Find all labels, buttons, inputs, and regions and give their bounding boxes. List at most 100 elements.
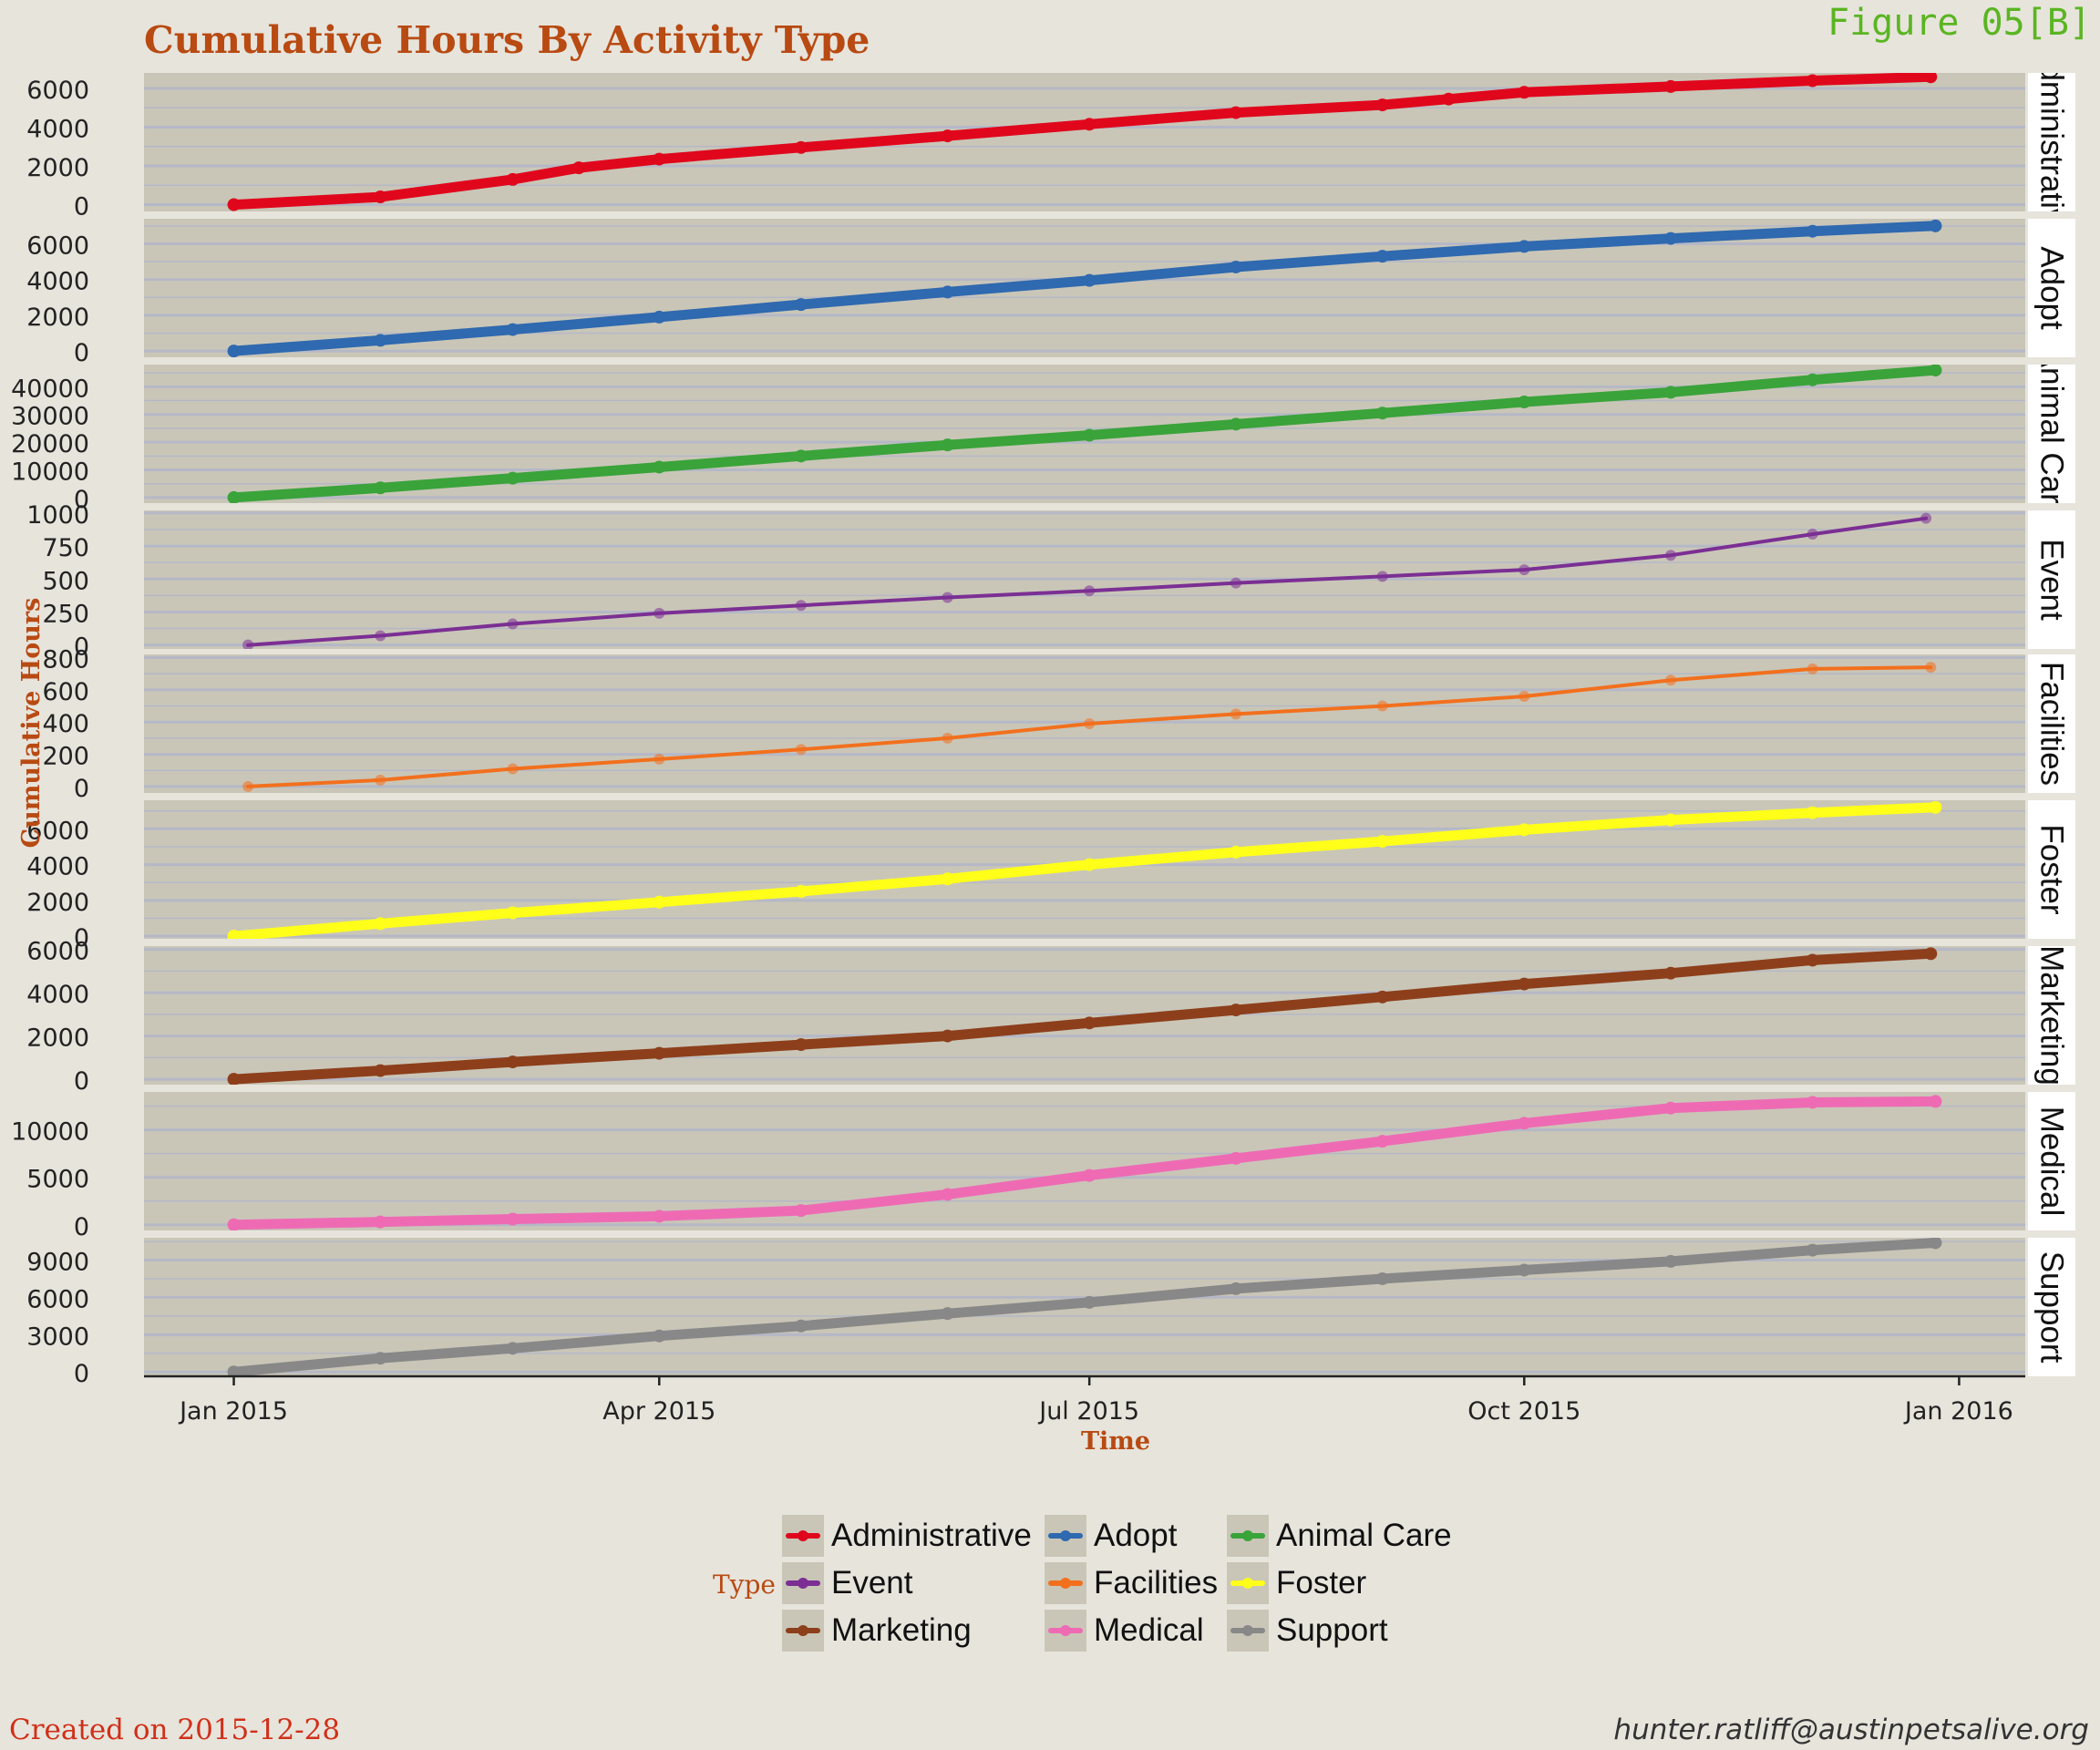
data-point-adopt: [1806, 224, 1819, 238]
panel-animal-care-ytick-label: 30000: [11, 403, 89, 431]
data-point-facilities: [654, 753, 665, 765]
legend-label: Support: [1276, 1612, 1388, 1648]
x-axis-title: Time: [1081, 1427, 1150, 1456]
data-point-facilities: [1084, 718, 1096, 729]
data-point-animal-care: [1375, 407, 1389, 420]
panel-facilities-strip: [2028, 654, 2075, 793]
data-point-facilities: [1376, 700, 1388, 712]
data-point-facilities: [942, 732, 953, 744]
legend-key-swatch: [782, 1515, 824, 1557]
data-point-medical: [794, 1204, 808, 1218]
x-tick-label: Oct 2015: [1467, 1397, 1580, 1426]
data-point-foster: [941, 872, 954, 886]
panel-marketing-ytick-label: 2000: [26, 1024, 89, 1053]
data-point-animal-care: [1083, 428, 1096, 442]
data-point-foster: [227, 930, 241, 939]
legend-key-swatch: [1227, 1562, 1269, 1604]
legend-label: Event: [831, 1565, 913, 1601]
data-point-event: [242, 639, 254, 649]
data-point-medical: [374, 1215, 387, 1229]
legend-label: Medical: [1094, 1612, 1204, 1648]
panel-administrative-ytick-label: 4000: [26, 116, 89, 144]
data-point-medical: [1083, 1168, 1096, 1182]
panel-support-strip: [2028, 1238, 2075, 1376]
legend-key-swatch: [1045, 1562, 1086, 1604]
panel-event-ytick-label: 250: [42, 600, 89, 628]
legend-label: Foster: [1276, 1565, 1367, 1601]
panel-animal-care-ytick-label: 40000: [11, 375, 89, 403]
data-point-adopt: [1083, 273, 1096, 287]
panel-adopt-ytick-label: 2000: [26, 304, 89, 332]
author-email: hunter.ratliff@austinpetsalive.org: [1613, 1714, 2089, 1746]
panel-facilities-ytick-label: 400: [42, 710, 89, 738]
panel-facilities-ytick-label: 800: [42, 646, 89, 674]
data-point-facilities: [1807, 663, 1818, 674]
data-point-foster: [794, 885, 808, 899]
panel-animal-care-data: [227, 365, 1942, 503]
panel-medical-background: [144, 1092, 2025, 1230]
data-point-adopt: [227, 345, 241, 357]
panel-administrative-ytick-label: 6000: [26, 77, 89, 105]
data-point-facilities: [507, 763, 519, 775]
panel-adopt-ytick-label: 0: [74, 339, 89, 367]
panel-facilities-ytick-label: 600: [42, 678, 89, 706]
data-point-animal-care: [1518, 396, 1531, 409]
legend-label: Adopt: [1094, 1518, 1178, 1553]
data-point-animal-care: [506, 471, 520, 485]
legend-item-event: Event: [782, 1561, 913, 1605]
x-tick-label: Jan 2016: [1903, 1397, 2013, 1426]
data-point-administrative: [1442, 92, 1456, 106]
legend-item-marketing: Marketing: [782, 1609, 972, 1652]
panel-marketing-ytick-label: 6000: [26, 938, 89, 966]
data-point-event: [654, 607, 665, 619]
data-point-marketing: [374, 1064, 387, 1077]
legend-key-swatch: [782, 1610, 824, 1652]
panel-animal-care-strip: [2028, 365, 2075, 503]
data-point-marketing: [506, 1055, 520, 1069]
legend-title: Type: [713, 1570, 776, 1600]
panel-event-ytick-label: 1000: [26, 501, 89, 530]
panel-support-ytick-label: 0: [74, 1360, 89, 1388]
panel-support-data: [227, 1238, 1942, 1376]
panel-facilities-strip-label: Facilities: [2034, 662, 2070, 786]
panel-support-ytick-label: 6000: [26, 1285, 89, 1313]
data-point-administrative: [227, 198, 241, 211]
chart-title: Cumulative Hours By Activity Type: [144, 18, 870, 62]
legend-label: Animal Care: [1276, 1518, 1452, 1553]
data-point-foster: [653, 895, 666, 909]
data-point-administrative: [1518, 86, 1531, 99]
panel-administrative-ytick-label: 0: [74, 193, 89, 221]
data-point-support: [506, 1342, 520, 1355]
data-point-event: [1807, 529, 1818, 540]
legend-item-administrative: Administrative: [782, 1514, 1032, 1558]
data-point-administrative: [374, 190, 387, 204]
y-axis-title: Cumulative Hours: [17, 598, 46, 849]
data-point-adopt: [941, 285, 954, 299]
data-point-foster: [1518, 823, 1531, 837]
data-point-foster: [1929, 800, 1942, 814]
created-date: Created on 2015-12-28: [9, 1714, 341, 1746]
panel-marketing-strip: [2028, 946, 2075, 1085]
data-point-foster: [1229, 845, 1242, 859]
data-point-event: [1084, 585, 1096, 597]
data-point-event: [1920, 512, 1932, 524]
data-point-adopt: [794, 298, 808, 312]
data-point-administrative: [1806, 74, 1819, 88]
data-point-support: [941, 1307, 954, 1321]
data-point-medical: [653, 1210, 666, 1223]
legend-key-swatch: [1227, 1610, 1269, 1652]
panel-marketing-data: [227, 947, 1938, 1085]
legend-item-facilities: Facilities: [1045, 1561, 1218, 1605]
data-point-foster: [506, 906, 520, 920]
data-point-medical: [1806, 1096, 1819, 1109]
data-point-marketing: [1375, 990, 1389, 1004]
data-point-adopt: [506, 323, 520, 336]
panel-administrative-strip: [2028, 73, 2075, 211]
data-point-animal-care: [227, 490, 241, 503]
data-point-marketing: [794, 1038, 808, 1052]
panel-support-ytick-label: 9000: [26, 1249, 89, 1277]
data-point-marketing: [227, 1073, 241, 1085]
panel-administrative-ytick-label: 2000: [26, 154, 89, 182]
panel-facilities-ytick-label: 200: [42, 743, 89, 771]
data-point-event: [942, 592, 953, 603]
